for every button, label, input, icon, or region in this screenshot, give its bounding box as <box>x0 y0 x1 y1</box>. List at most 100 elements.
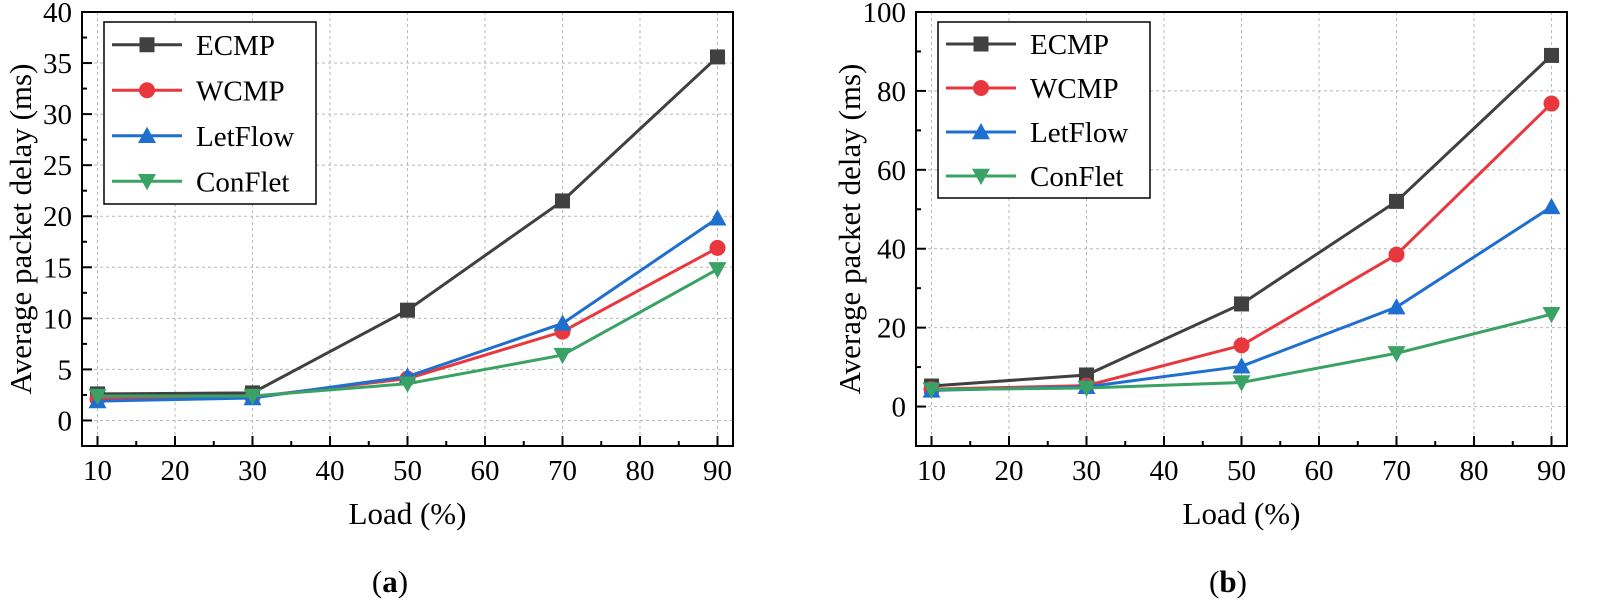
chart-panel-b: 10 20 30 40 50 60 70 80 90 0 20 40 60 80 100 Load (%) Av… <box>832 0 1568 599</box>
data-point <box>555 193 570 209</box>
x-tick-label: 50 <box>1227 455 1256 487</box>
y-tick-label: 20 <box>877 313 906 345</box>
x-axis: 10 20 30 40 50 60 70 80 90 <box>83 436 732 487</box>
x-tick-label: 20 <box>161 455 190 487</box>
y-axis: 0 5 10 15 20 25 30 35 40 <box>43 0 92 437</box>
data-point <box>1232 357 1251 374</box>
data-point <box>1387 298 1406 315</box>
y-tick-label: 0 <box>892 392 907 424</box>
x-tick-label: 50 <box>393 455 422 487</box>
grid <box>82 12 733 446</box>
data-point <box>88 388 107 405</box>
y-tick-label: 0 <box>58 405 73 437</box>
x-tick-label: 40 <box>316 455 345 487</box>
x-axis-title: Load (%) <box>1183 496 1301 531</box>
data-point <box>400 302 415 318</box>
legend-marker <box>139 37 155 53</box>
legend-label: ECMP <box>196 30 275 62</box>
x-tick-label: 10 <box>917 455 946 487</box>
legend-item-letflow: LetFlow <box>112 121 294 153</box>
x-tick-label: 70 <box>1382 455 1411 487</box>
x-tick-label: 80 <box>1460 455 1489 487</box>
legend-marker <box>972 123 990 140</box>
legend-marker <box>973 36 989 52</box>
x-tick-label: 20 <box>995 455 1024 487</box>
legend-marker <box>973 80 989 96</box>
data-point <box>1232 375 1251 392</box>
y-axis-title: Average packet delay (ms) <box>832 64 867 395</box>
series-conflet <box>922 307 1561 399</box>
y-tick-label: 15 <box>43 252 72 284</box>
series-conflet <box>88 262 727 405</box>
x-tick-label: 30 <box>238 455 267 487</box>
data-point <box>243 388 262 405</box>
data-point <box>1542 307 1561 324</box>
x-tick-label: 60 <box>471 455 500 487</box>
legend: ECMP WCMP LetFlow ConFlet <box>937 21 1151 199</box>
data-point <box>708 209 727 226</box>
data-point <box>1233 337 1250 354</box>
legend-label: LetFlow <box>196 121 294 153</box>
panel-label: (b) <box>1209 564 1247 599</box>
data-point <box>1077 380 1096 398</box>
data-point <box>1234 296 1249 312</box>
legend-label: ECMP <box>1030 29 1109 61</box>
x-tick-label: 10 <box>83 455 112 487</box>
data-point <box>553 347 572 365</box>
x-tick-label: 40 <box>1150 455 1179 487</box>
data-point <box>1389 193 1404 209</box>
x-tick-label: 80 <box>626 455 655 487</box>
data-point <box>1387 346 1406 363</box>
y-tick-label: 100 <box>863 0 907 29</box>
legend-item-conflet: ConFlet <box>946 161 1123 193</box>
data-point <box>398 376 417 393</box>
legend-box <box>937 21 1151 199</box>
data-point <box>1543 95 1560 112</box>
x-tick-label: 30 <box>1072 455 1101 487</box>
data-point <box>922 382 941 399</box>
y-tick-label: 60 <box>877 155 906 187</box>
y-tick-label: 40 <box>43 0 72 29</box>
y-tick-label: 5 <box>58 354 73 386</box>
y-tick-label: 30 <box>43 99 72 131</box>
data-point <box>1544 47 1559 63</box>
y-tick-label: 10 <box>43 303 72 335</box>
x-tick-label: 90 <box>1537 455 1566 487</box>
x-tick-label: 90 <box>703 455 732 487</box>
x-axis-title: Load (%) <box>349 496 467 531</box>
legend-item-conflet: ConFlet <box>112 166 289 198</box>
legend-item-letflow: LetFlow <box>946 117 1128 149</box>
data-point <box>553 314 572 331</box>
legend-label: ConFlet <box>196 166 289 198</box>
legend-item-wcmp: WCMP <box>946 73 1119 105</box>
data-point <box>709 239 726 256</box>
legend-marker <box>138 174 156 191</box>
y-tick-label: 35 <box>43 48 72 80</box>
y-tick-label: 80 <box>877 76 906 108</box>
legend-item-ecmp: ECMP <box>112 30 275 62</box>
legend-label: WCMP <box>1030 73 1119 105</box>
panel-label: (a) <box>372 564 408 599</box>
legend-box <box>103 21 317 205</box>
legend-marker <box>972 168 990 185</box>
legend-marker <box>138 126 156 143</box>
y-tick-label: 20 <box>43 201 72 233</box>
legend-label: ConFlet <box>1030 161 1123 193</box>
legend: ECMP WCMP LetFlow ConFlet <box>103 21 317 205</box>
y-axis: 0 20 40 60 80 100 <box>863 0 926 424</box>
data-point <box>710 49 725 65</box>
data-point <box>1388 246 1405 263</box>
legend-item-wcmp: WCMP <box>112 75 285 107</box>
legend-marker <box>139 82 155 99</box>
x-axis: 10 20 30 40 50 60 70 80 90 <box>917 436 1566 487</box>
x-tick-label: 60 <box>1305 455 1334 487</box>
legend-item-ecmp: ECMP <box>946 29 1109 61</box>
y-axis-title: Average packet delay (ms) <box>3 64 38 395</box>
x-tick-label: 70 <box>548 455 577 487</box>
y-tick-label: 40 <box>877 234 906 266</box>
legend-label: WCMP <box>196 75 285 107</box>
y-tick-label: 25 <box>43 150 72 182</box>
legend-label: LetFlow <box>1030 117 1128 149</box>
data-point <box>1542 197 1561 215</box>
